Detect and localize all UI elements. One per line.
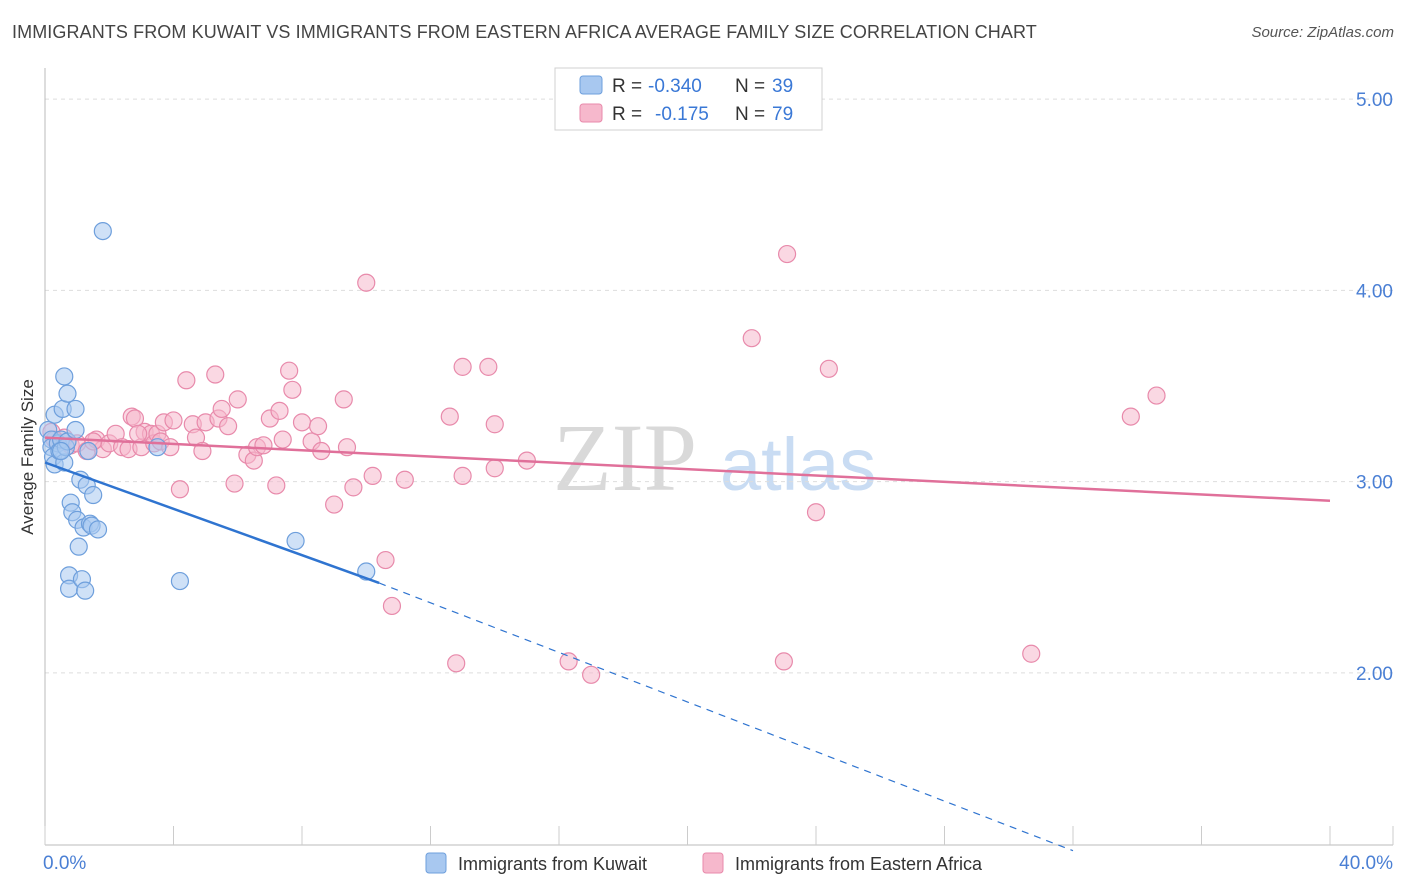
- bottom-legend-swatch-eastern-africa: [702, 852, 724, 874]
- eastern-africa-point: [559, 652, 578, 671]
- eastern-africa-point: [774, 652, 793, 671]
- legend-swatch-kuwait: [579, 75, 603, 95]
- y-tick-labels: 2.00 3.00 4.00 5.00: [1356, 90, 1393, 685]
- legend-n-label-kuwait: N =: [735, 76, 765, 97]
- kuwait-trend-line: [44, 461, 380, 585]
- eastern-africa-point: [479, 357, 498, 376]
- legend-swatch-eastern-africa: [579, 103, 603, 123]
- source-label: Source: ZipAtlas.com: [1251, 24, 1394, 41]
- kuwait-point: [51, 441, 71, 461]
- eastern-africa-point: [225, 474, 244, 493]
- stats-legend: R = -0.340 N = 39 R = -0.175 N = 79: [554, 67, 823, 131]
- legend-n-value-kuwait: 39: [772, 76, 793, 97]
- y-axis-title: Average Family Size: [18, 379, 37, 535]
- eastern-africa-trend-line: [44, 436, 1331, 502]
- trend-lines: [44, 436, 1331, 852]
- eastern-africa-point: [206, 365, 225, 384]
- eastern-africa-point: [344, 478, 363, 497]
- kuwait-point: [69, 537, 88, 556]
- eastern-africa-point: [280, 361, 299, 380]
- y-tick-label: 2.00: [1356, 664, 1393, 685]
- eastern-africa-point: [177, 371, 196, 390]
- kuwait-point: [286, 531, 305, 551]
- bottom-legend-label-kuwait: Immigrants from Kuwait: [458, 854, 647, 874]
- kuwait-point: [93, 221, 112, 241]
- kuwait-point: [66, 399, 85, 419]
- y-tick-label: 5.00: [1356, 90, 1393, 111]
- x-tick-marks: [44, 826, 1394, 845]
- eastern-africa-point: [742, 329, 761, 348]
- eastern-africa-point: [283, 380, 302, 399]
- eastern-africa-point: [453, 466, 472, 485]
- kuwait-point: [58, 384, 77, 403]
- chart-title: IMMIGRANTS FROM KUWAIT VS IMMIGRANTS FRO…: [12, 22, 1037, 42]
- eastern-africa-point: [382, 596, 402, 616]
- eastern-africa-point: [273, 430, 292, 449]
- kuwait-points: [39, 221, 376, 600]
- legend-n-value-eastern-africa: 79: [772, 104, 793, 125]
- eastern-africa-point: [219, 417, 238, 436]
- legend-r-value-eastern-africa: -0.175: [655, 104, 709, 125]
- eastern-africa-point: [164, 411, 183, 430]
- kuwait-point: [76, 581, 95, 600]
- legend-r-label-eastern-africa: R =: [612, 104, 642, 125]
- eastern-africa-point: [363, 466, 382, 485]
- eastern-africa-point: [440, 407, 459, 426]
- eastern-africa-point: [334, 390, 353, 409]
- bottom-legend-label-eastern-africa: Immigrants from Eastern Africa: [735, 854, 983, 874]
- eastern-africa-point: [485, 415, 504, 434]
- eastern-africa-point: [1022, 644, 1041, 663]
- eastern-africa-point: [395, 470, 414, 489]
- kuwait-point: [66, 420, 85, 440]
- eastern-africa-point: [129, 424, 148, 443]
- watermark-atlas: atlas: [720, 423, 876, 506]
- eastern-africa-point: [267, 476, 286, 495]
- eastern-africa-point: [1121, 407, 1140, 426]
- watermark-zip: ZIP: [553, 404, 697, 511]
- eastern-africa-point: [1147, 386, 1166, 405]
- eastern-africa-point: [228, 390, 247, 409]
- eastern-africa-point: [447, 654, 466, 673]
- eastern-africa-point: [376, 550, 395, 570]
- kuwait-point: [148, 438, 167, 457]
- legend-r-value-kuwait: -0.340: [648, 76, 702, 97]
- eastern-africa-point: [325, 495, 344, 514]
- gridlines: [45, 98, 1393, 674]
- eastern-africa-point: [806, 503, 826, 522]
- legend-r-label-kuwait: R =: [612, 76, 642, 97]
- eastern-africa-point: [485, 459, 504, 478]
- kuwait-trend-line-extension: [378, 582, 1074, 852]
- eastern-africa-point: [357, 273, 376, 292]
- x-tick-label-max: 40.0%: [1339, 853, 1393, 874]
- eastern-africa-point: [582, 665, 601, 684]
- y-tick-label: 4.00: [1356, 281, 1393, 302]
- series-legend: Immigrants from Kuwait Immigrants from E…: [425, 852, 983, 874]
- legend-n-label-eastern-africa: N =: [735, 104, 765, 125]
- eastern-africa-point: [819, 359, 838, 378]
- eastern-africa-point: [308, 417, 328, 436]
- eastern-africa-point: [777, 244, 797, 264]
- eastern-africa-point: [212, 399, 231, 419]
- kuwait-point: [170, 571, 190, 591]
- kuwait-point: [84, 485, 103, 505]
- kuwait-point: [79, 441, 98, 461]
- eastern-africa-point: [270, 401, 289, 420]
- eastern-africa-point: [254, 436, 273, 455]
- eastern-africa-point: [292, 413, 312, 432]
- kuwait-point: [55, 367, 74, 386]
- x-tick-label-min: 0.0%: [43, 853, 86, 874]
- eastern-africa-point: [453, 357, 472, 376]
- kuwait-point: [88, 520, 108, 539]
- bottom-legend-swatch-kuwait: [425, 852, 447, 874]
- y-tick-label: 3.00: [1356, 473, 1393, 494]
- eastern-africa-point: [170, 480, 190, 499]
